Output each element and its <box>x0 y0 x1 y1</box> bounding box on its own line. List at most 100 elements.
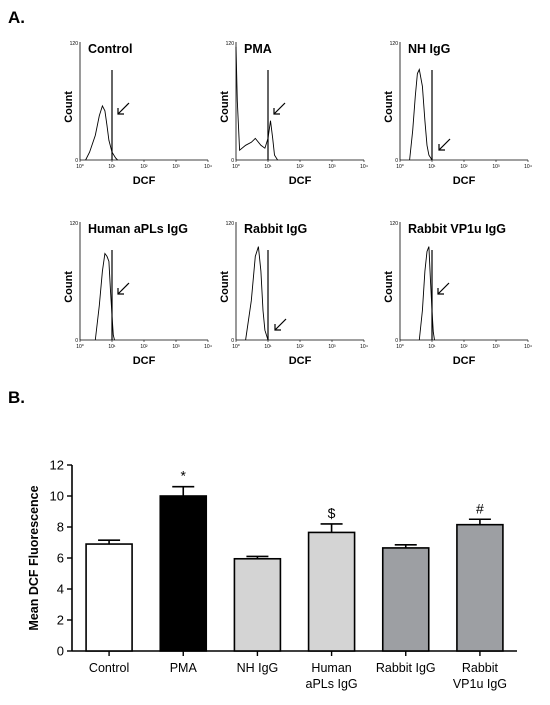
histogram-title: Control <box>88 42 132 56</box>
bar-category-label: NH IgG <box>237 661 279 675</box>
histogram-x-tick-label: 10⁰ <box>232 344 240 350</box>
histogram-y-tick-min: 0 <box>231 158 234 164</box>
bar-category-label: Rabbit <box>462 661 499 675</box>
arrow-head <box>438 144 445 151</box>
histogram-x-tick-label: 10² <box>460 344 468 350</box>
arrow-head <box>274 324 281 331</box>
histogram-x-tick-label: 10⁴ <box>204 344 212 350</box>
histogram-arrow <box>438 138 451 151</box>
histogram-x-tick-label: 10² <box>140 164 148 170</box>
histogram-curve <box>418 246 435 341</box>
histogram-x-tick-label: 10⁰ <box>76 344 84 350</box>
histogram-x-tick-label: 10⁴ <box>360 344 368 350</box>
histogram-x-tick-label: 10³ <box>172 344 180 350</box>
bar-group-4: $ Human aPLs IgG <box>306 505 358 691</box>
histogram-x-tick-label: 10¹ <box>428 164 436 170</box>
histogram-y-tick-max: 120 <box>226 221 235 227</box>
histogram-x-tick-label: 10⁰ <box>396 344 404 350</box>
arrow-shaft <box>274 318 287 331</box>
histogram-x-tick-label: 10⁰ <box>396 164 404 170</box>
histogram-arrow <box>437 282 450 295</box>
histogram-x-tick-label: 10³ <box>492 344 500 350</box>
histogram-title: Rabbit IgG <box>244 222 307 236</box>
bar <box>456 523 504 652</box>
histogram-y-tick-min: 0 <box>395 158 398 164</box>
histogram-title: Rabbit VP1u IgG <box>408 222 506 236</box>
histogram-x-tick-label: 10² <box>296 344 304 350</box>
bar-group-6: # Rabbit VP1u IgG <box>453 500 507 691</box>
bar-category-label: PMA <box>170 661 198 675</box>
bar <box>233 557 282 652</box>
histogram-x-label: DCF <box>289 355 312 367</box>
histogram-x-tick-label: 10³ <box>328 164 336 170</box>
histogram-curve <box>245 246 269 341</box>
histogram-x-tick-label: 10⁴ <box>524 344 532 350</box>
histogram-curve <box>85 104 118 161</box>
histogram-y-tick-max: 120 <box>70 41 79 47</box>
bar-group-1: Control <box>85 539 133 675</box>
bar-category-label: Human <box>311 661 351 675</box>
bar-y-tick-label: 6 <box>57 551 64 566</box>
bar-category-label: Control <box>89 661 129 675</box>
bar-annotation: * <box>181 468 187 484</box>
bar-annotation: # <box>476 500 484 516</box>
histogram-x-tick-label: 10⁴ <box>204 164 212 170</box>
histogram-y-tick-min: 0 <box>231 338 234 344</box>
histogram-y-label: Count <box>383 91 395 123</box>
arrow-shaft <box>117 102 130 115</box>
bar-category-label: Rabbit IgG <box>376 661 436 675</box>
bar <box>381 547 430 652</box>
arrow-shaft <box>273 102 286 115</box>
histogram-title: PMA <box>244 42 272 56</box>
histogram-y-tick-min: 0 <box>75 158 78 164</box>
histogram-y-tick-max: 120 <box>390 221 399 227</box>
histogram-x-tick-label: 10⁰ <box>232 164 240 170</box>
bar-chart: Mean DCF Fluorescence 0 2 4 6 8 10 12 Control * PM… <box>27 458 517 691</box>
histogram-x-tick-label: 10² <box>296 164 304 170</box>
histogram-x-tick-label: 10¹ <box>108 344 116 350</box>
panel-b-label: B. <box>8 388 25 407</box>
histogram-x-label: DCF <box>133 355 156 367</box>
histogram-x-label: DCF <box>289 175 312 187</box>
bar <box>159 495 208 652</box>
histogram-curve <box>409 68 433 161</box>
histogram-arrow <box>274 318 287 331</box>
bar-y-tick-label: 0 <box>57 644 64 659</box>
panel-a-label: A. <box>8 8 25 27</box>
histogram-y-label: Count <box>219 271 231 303</box>
histogram-x-tick-label: 10² <box>140 344 148 350</box>
histogram-x-tick-label: 10⁰ <box>76 164 84 170</box>
histogram-x-tick-label: 10⁴ <box>524 164 532 170</box>
arrow-head <box>437 288 444 295</box>
arrow-shaft <box>117 282 130 295</box>
histogram-curve <box>235 46 278 161</box>
histogram-x-tick-label: 10³ <box>492 164 500 170</box>
bar-group-5: Rabbit IgG <box>376 544 436 675</box>
histogram-x-tick-label: 10¹ <box>264 344 272 350</box>
bar <box>307 531 356 652</box>
bar-annotation: $ <box>328 505 336 521</box>
histogram-x-label: DCF <box>133 175 156 187</box>
histogram-arrow <box>117 282 130 295</box>
bar-category-label: VP1u IgG <box>453 677 507 691</box>
bar <box>85 543 133 652</box>
histogram-x-label: DCF <box>453 175 476 187</box>
histogram-x-tick-label: 10¹ <box>264 164 272 170</box>
arrow-head <box>117 288 124 295</box>
histogram-y-tick-max: 120 <box>70 221 79 227</box>
histogram-x-tick-label: 10⁴ <box>360 164 368 170</box>
bar-y-tick-label: 10 <box>50 489 64 504</box>
arrow-shaft <box>438 138 451 151</box>
bar-group-3: NH IgG <box>233 555 282 675</box>
histogram-x-tick-label: 10² <box>460 164 468 170</box>
bar-y-tick-label: 4 <box>57 582 64 597</box>
histogram-title: NH IgG <box>408 42 450 56</box>
bar-category-label: aPLs IgG <box>306 677 358 691</box>
histogram-x-tick-label: 10¹ <box>428 344 436 350</box>
bar-y-label: Mean DCF Fluorescence <box>27 485 41 630</box>
